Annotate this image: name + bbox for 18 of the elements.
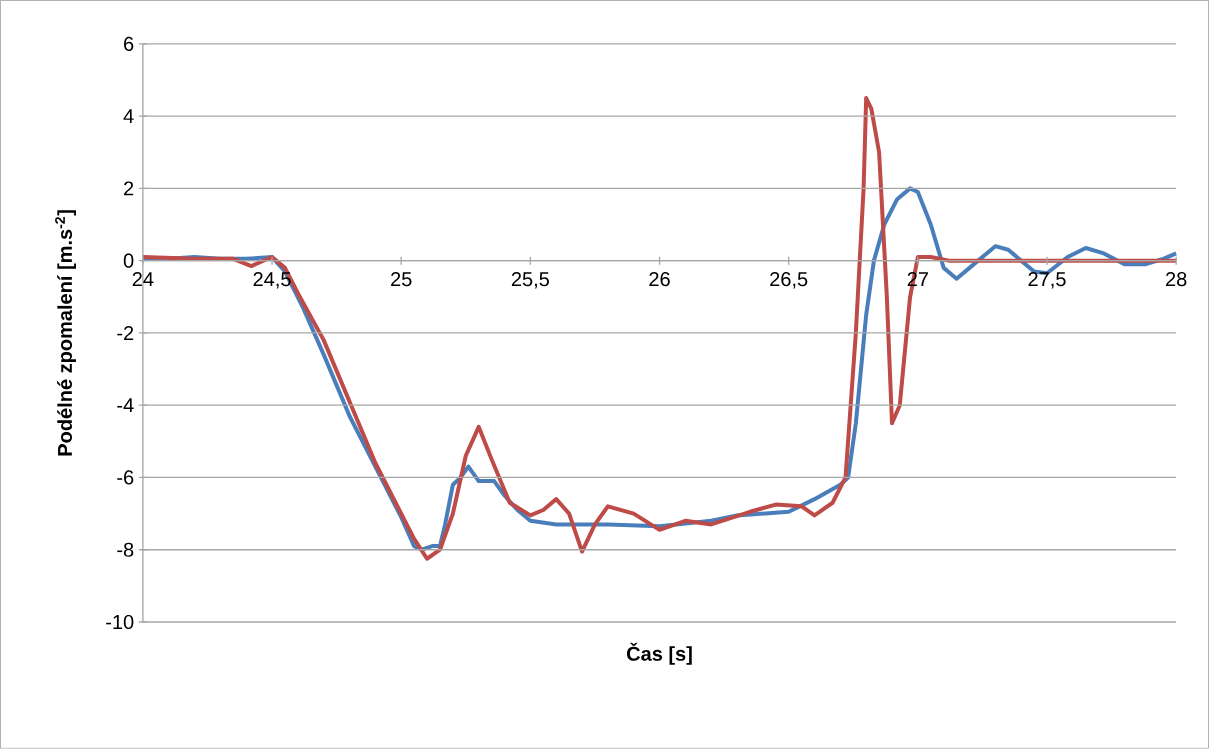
x-tick-label: 28 [1166,272,1187,287]
x-tick-label: 26 [649,272,670,287]
y-tick-label: 6 [124,36,134,51]
x-tick-label: 26,5 [770,272,808,289]
x-tick-label: 27,5 [1028,272,1066,289]
x-axis-title: Čas [s] [626,642,692,665]
y-tick-label: -4 [117,398,134,413]
y-tick-label: -8 [117,542,134,557]
y-axis-title: Podélné zpomalení [m.s$^{-2}$] [55,210,76,456]
x-tick-label: 25,5 [511,272,549,289]
y-tick-label: -6 [117,470,134,485]
x-tick-label: 24 [132,272,154,287]
y-tick-label: -2 [117,325,134,340]
y-tick-label: 2 [124,181,134,196]
x-tick-label: 25 [391,272,412,287]
y-tick-label: 4 [123,109,134,124]
y-tick-label: 0 [123,253,134,268]
y-tick-label: -10 [106,614,134,630]
